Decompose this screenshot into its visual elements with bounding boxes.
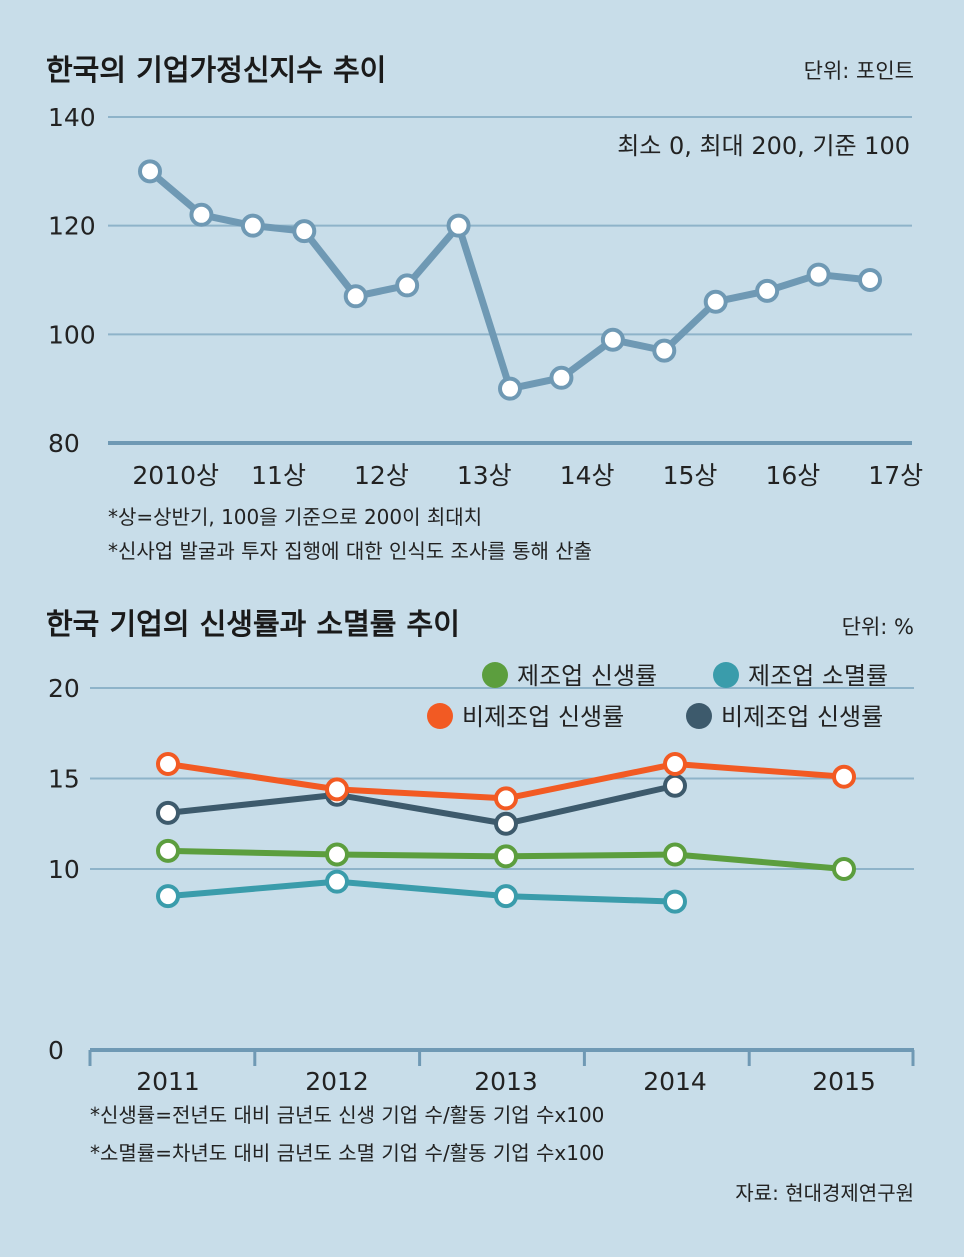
chart2-data-point	[156, 752, 180, 777]
chart1-data-point	[652, 338, 677, 363]
chart1-x-tick-label: 2010상	[132, 461, 219, 490]
chart1-data-point	[189, 202, 214, 227]
chart2-data-point	[663, 889, 687, 914]
chart2-data-point	[663, 842, 687, 867]
chart2-unit: 단위: %	[842, 615, 914, 639]
chart1-y-tick-label: 120	[48, 212, 96, 241]
chart2-series-line	[165, 878, 678, 905]
chart2-legend-label: 비제조업 신생률	[721, 703, 883, 731]
chart2-data-point	[156, 884, 180, 909]
chart1-x-tick-label: 15상	[663, 461, 718, 490]
chart1-range-note: 최소 0, 최대 200, 기준 100	[617, 132, 910, 160]
chart2-x-tick-label: 2015	[812, 1067, 876, 1096]
chart2-data-point	[494, 844, 518, 869]
chart2-data-point	[832, 764, 856, 789]
chart2-legend-marker	[427, 703, 453, 729]
chart2-data-point	[663, 773, 687, 798]
chart1-data-point	[600, 327, 625, 352]
chart1-y-tick-label: 140	[48, 103, 96, 132]
chart2-legend-marker	[686, 703, 712, 729]
chart1-x-tick-label: 12상	[354, 461, 409, 490]
chart2-x-tick-label: 2014	[643, 1067, 707, 1096]
chart1-data-point	[806, 262, 831, 287]
chart1-data-point	[498, 376, 522, 401]
entrepreneurship-index-chart: 한국의 기업가정신지수 추이 단위: 포인트 최소 0, 최대 200, 기준 …	[46, 53, 923, 563]
chart2-note-2: *소멸률=차년도 대비 금년도 소멸 기업 수/활동 기업 수x100	[90, 1141, 604, 1165]
chart2-data-point	[832, 857, 856, 881]
chart2-points	[156, 752, 856, 914]
chart2-legend-marker	[713, 662, 739, 688]
chart1-data-point	[343, 284, 368, 309]
chart1-data-point	[292, 219, 317, 244]
chart2-data-point	[325, 777, 349, 802]
chart1-x-tick-label: 17상	[868, 461, 923, 490]
chart1-note-1: *상=상반기, 100을 기준으로 200이 최대치	[108, 505, 482, 529]
chart2-source: 자료: 현대경제연구원	[735, 1181, 914, 1205]
chart2-data-point	[325, 842, 349, 867]
chart1-data-point	[446, 213, 471, 238]
chart2-x-tick-label: 2012	[305, 1067, 369, 1096]
chart1-note-2: *신사업 발굴과 투자 집행에 대한 인식도 조사를 통해 산출	[108, 539, 592, 563]
chart1-x-axis: 2010상 11상 12상 13상 14상 15상 16상 17상	[132, 461, 923, 490]
chart2-data-point	[663, 752, 687, 777]
chart1-title: 한국의 기업가정신지수 추이	[46, 53, 386, 87]
chart1-unit: 단위: 포인트	[804, 59, 914, 83]
chart2-data-point	[494, 884, 518, 909]
chart1-series	[146, 167, 874, 393]
chart2-x-tick-label: 2011	[136, 1067, 200, 1096]
chart1-data-point	[549, 365, 574, 390]
chart2-series-line	[165, 782, 678, 827]
chart1-y-tick-label: 80	[48, 429, 80, 458]
chart1-x-tick-label: 16상	[765, 461, 820, 490]
chart2-note-1: *신생률=전년도 대비 금년도 신생 기업 수/활동 기업 수x100	[90, 1103, 604, 1127]
chart1-x-tick-label: 11상	[251, 461, 306, 490]
chart2-y-tick-label: 20	[48, 674, 80, 703]
chart2-x-tick-label: 2013	[474, 1067, 538, 1096]
chart2-gridlines	[90, 687, 914, 870]
chart1-y-tick-label: 100	[48, 320, 96, 349]
chart1-data-point	[703, 289, 728, 314]
chart2-data-point	[494, 811, 518, 836]
chart2-legend-label: 제조업 신생률	[517, 662, 657, 690]
chart1-data-point	[240, 213, 265, 238]
chart2-x-axis: 2011 2012 2013 2014 2015	[88, 1048, 915, 1096]
chart1-data-point	[755, 278, 780, 303]
chart1-data-point	[395, 273, 420, 298]
chart1-x-tick-label: 14상	[560, 461, 615, 490]
chart2-title: 한국 기업의 신생률과 소멸률 추이	[46, 607, 460, 641]
chart1-series-line	[146, 167, 874, 393]
chart1-points	[138, 159, 882, 401]
chart2-data-point	[494, 786, 518, 811]
chart2-data-point	[325, 869, 349, 894]
chart1-x-tick-label: 13상	[457, 461, 512, 490]
chart2-y-axis: 20 15 10 0	[48, 674, 80, 1065]
chart2-data-point	[156, 838, 180, 863]
chart2-y-tick-label: 15	[48, 765, 80, 794]
chart1-data-point	[858, 268, 882, 292]
chart2-y-tick-label: 10	[48, 855, 80, 884]
chart2-y-tick-label: 0	[48, 1036, 64, 1065]
chart2-legend-label: 제조업 소멸률	[748, 662, 888, 690]
chart2-legend-label: 비제조업 신생률	[462, 703, 624, 731]
chart1-y-axis: 140 120 100 80	[48, 103, 96, 458]
chart2-legend-marker	[482, 662, 508, 688]
chart2-data-point	[156, 800, 180, 825]
chart1-data-point	[138, 159, 162, 184]
